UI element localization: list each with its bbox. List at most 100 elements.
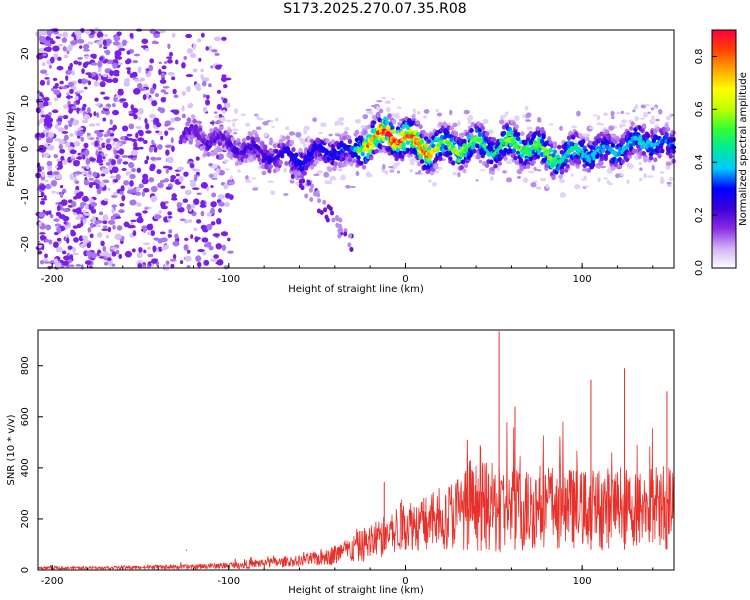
spectrogram-cell <box>107 226 112 233</box>
spectrogram-cell <box>118 88 124 92</box>
spectrogram-cell <box>255 126 262 131</box>
spectrogram-cell <box>171 32 176 38</box>
spectrogram-cell <box>206 212 212 217</box>
spectrogram-cell <box>153 146 158 153</box>
spectrogram-cell <box>431 182 437 187</box>
spectrogram-cell <box>152 246 157 253</box>
spectrogram-cell <box>216 154 220 160</box>
y-tick-label: 800 <box>20 356 31 375</box>
spectrogram-cell <box>63 255 71 261</box>
spectrogram-cell <box>128 123 135 130</box>
spectrogram-cell <box>229 175 233 180</box>
spectrogram-cell <box>109 132 115 137</box>
spectrogram-cell <box>77 90 85 93</box>
spectrogram-cell <box>641 151 647 156</box>
spectrogram-cell <box>390 113 396 117</box>
spectrogram-cell <box>480 169 486 172</box>
spectrogram-cell <box>149 58 155 64</box>
spectrogram-cell <box>337 233 342 239</box>
spectrogram-cell <box>129 32 134 38</box>
spectrogram-cell <box>565 163 570 169</box>
spectrogram-cell <box>518 158 524 164</box>
spectrogram-cell <box>88 198 95 204</box>
spectrogram-cell <box>133 114 138 120</box>
spectrogram-cell <box>603 177 609 180</box>
spectrogram-cell <box>73 141 81 147</box>
spectrogram-cell <box>393 163 398 169</box>
spectrogram-cell <box>62 115 69 120</box>
spectrogram-cell <box>608 125 615 131</box>
spectrogram-cell <box>83 86 88 90</box>
spectrogram-cell <box>144 207 149 210</box>
spectrogram-cell <box>548 147 553 153</box>
colorbar-frame <box>711 29 737 269</box>
spectrogram-cell <box>39 234 46 241</box>
spectrogram-cell <box>56 159 61 162</box>
spectrogram-cell <box>38 99 44 107</box>
spectrogram-cell <box>47 144 55 151</box>
spectrogram-cell <box>331 217 336 223</box>
spectrogram-cell <box>198 57 202 62</box>
spectrogram-cell <box>219 125 224 131</box>
spectrogram-cell <box>113 149 117 155</box>
spectrogram-cell <box>385 106 391 113</box>
spectrogram-cell <box>335 222 340 228</box>
spectrogram-cell <box>153 33 160 39</box>
spectrogram-cell <box>574 184 581 190</box>
spectrogram-cell <box>165 186 172 190</box>
spectrogram-cell <box>164 120 172 126</box>
spectrogram-cell <box>59 207 65 211</box>
spectrogram-cell <box>620 173 624 177</box>
spectrogram-cell <box>100 199 108 206</box>
spectrogram-cell <box>94 141 99 147</box>
spectrogram-cell <box>409 157 416 162</box>
spectrogram-cell <box>95 123 101 126</box>
spectrogram-cell <box>52 171 60 176</box>
spectrogram-cell <box>262 144 268 150</box>
spectrogram-cell <box>649 120 656 125</box>
spectrogram-cell <box>105 161 111 166</box>
spectrogram-cell <box>165 144 173 149</box>
spectrogram-cell <box>44 40 50 47</box>
spectrogram-cell <box>90 223 95 229</box>
spectrogram-cell <box>86 132 91 136</box>
spectrogram-cell <box>208 245 214 251</box>
spectrogram-cell <box>42 129 50 134</box>
spectrogram-cell <box>75 264 82 267</box>
spectrogram-cell <box>660 176 664 181</box>
spectrogram-cell <box>285 126 290 131</box>
spectrogram-cell <box>146 265 151 268</box>
spectrogram-cell <box>155 130 160 133</box>
spectrogram-cell <box>45 131 50 139</box>
spectrogram-cell <box>132 230 137 237</box>
spectrogram-cell <box>60 86 68 90</box>
spectrogram-cell <box>171 193 177 199</box>
spectrogram-cell <box>391 98 395 101</box>
spectrogram-cell <box>113 191 119 196</box>
spectrogram-cell <box>96 232 103 238</box>
spectrogram-cell <box>103 46 108 50</box>
spectrogram-cell <box>621 119 628 124</box>
spectrogram-cell <box>41 62 46 67</box>
spectrogram-cell <box>103 153 108 157</box>
spectrogram-cell <box>524 105 529 111</box>
spectrogram-cell <box>535 186 542 190</box>
spectrogram-cell <box>81 195 89 203</box>
spectrogram-cell <box>138 247 143 253</box>
spectrogram-cell <box>86 107 91 114</box>
spectrogram-cell <box>365 108 372 111</box>
spectrogram-cell <box>87 227 92 233</box>
spectrogram-cell <box>355 170 360 177</box>
spectrogram-cell <box>385 124 391 130</box>
spectrogram-cell <box>596 115 601 121</box>
spectrogram-cell <box>489 159 494 165</box>
spectrogram-cell <box>312 117 318 123</box>
spectrogram-cell <box>241 137 247 143</box>
spectrogram-cell <box>362 113 369 120</box>
spectrogram-cell <box>44 77 50 80</box>
spectrogram-cell <box>95 183 100 190</box>
spectrogram-cell <box>511 121 517 127</box>
spectrogram-cell <box>224 168 230 171</box>
spectrogram-cell <box>409 168 413 173</box>
spectrogram-cell <box>180 185 186 189</box>
